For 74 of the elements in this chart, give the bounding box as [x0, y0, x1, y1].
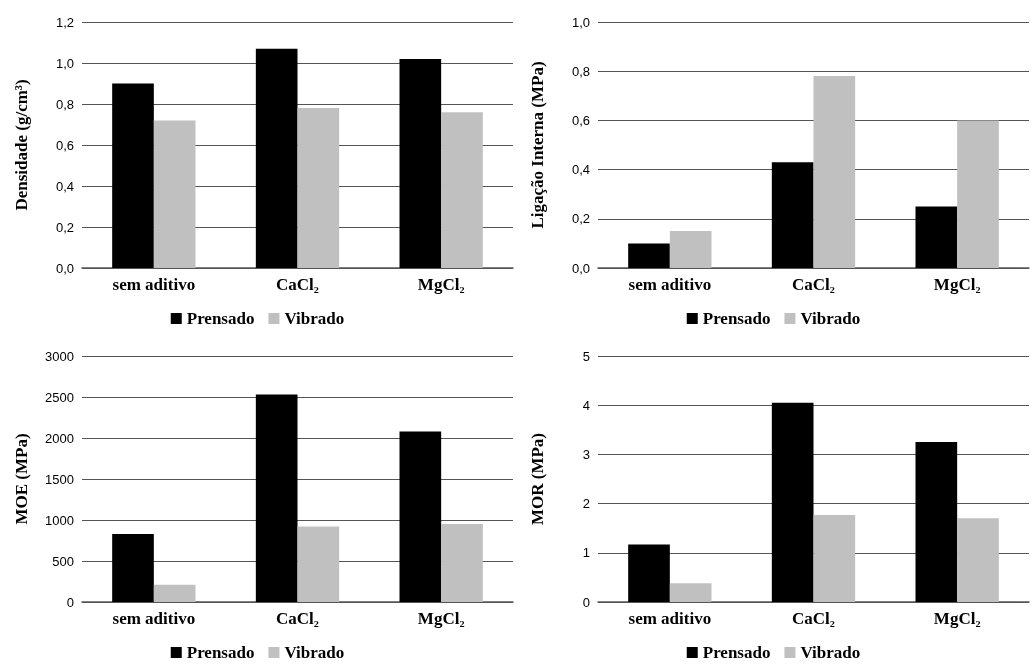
x-tick-label: CaCl₂ — [792, 609, 835, 628]
bar — [297, 526, 340, 602]
x-tick-label: sem aditivo — [112, 275, 196, 294]
y-tick-label: 0,8 — [571, 63, 590, 79]
bar — [669, 231, 712, 268]
bar — [153, 120, 196, 268]
y-axis-title: Ligação Interna (MPa) — [528, 61, 547, 229]
x-tick-label: sem aditivo — [628, 275, 712, 294]
bar — [628, 243, 670, 268]
y-tick-label: 1,0 — [55, 55, 74, 71]
legend-label: Vibrado — [284, 309, 345, 328]
bar — [628, 544, 670, 602]
y-tick-label: 3000 — [45, 348, 74, 364]
x-tick-label: CaCl₂ — [276, 609, 319, 628]
y-tick-label: 5 — [582, 348, 590, 364]
y-tick-label: 0,0 — [55, 260, 74, 276]
y-tick-label: 4 — [582, 397, 590, 413]
x-tick-label: CaCl₂ — [276, 275, 319, 294]
y-tick-label: 1,2 — [55, 14, 74, 30]
bar — [441, 112, 483, 268]
bar — [255, 48, 298, 268]
x-tick-label: MgCl₂ — [933, 609, 981, 628]
y-tick-label: 0,4 — [571, 162, 590, 178]
bar — [669, 583, 712, 602]
bar — [153, 584, 196, 602]
bar — [957, 120, 999, 268]
bar — [957, 518, 999, 602]
legend-label: Vibrado — [284, 643, 345, 662]
bar — [813, 514, 856, 602]
bar — [915, 442, 958, 602]
y-tick-label: 0,0 — [571, 260, 590, 276]
bar — [112, 533, 154, 602]
bar — [297, 108, 340, 268]
bar — [771, 402, 814, 602]
x-tick-label: MgCl₂ — [933, 275, 981, 294]
x-tick-label: MgCl₂ — [417, 275, 465, 294]
bar — [255, 394, 298, 602]
y-tick-label: 0 — [582, 594, 590, 610]
y-tick-label: 3 — [582, 446, 590, 462]
y-tick-label: 2 — [582, 496, 590, 512]
y-tick-label: 0,4 — [55, 178, 74, 194]
bar — [771, 162, 814, 268]
x-tick-label: CaCl₂ — [792, 275, 835, 294]
x-tick-label: sem aditivo — [628, 609, 712, 628]
y-tick-label: 0 — [66, 594, 74, 610]
y-tick-label: 500 — [52, 553, 74, 569]
legend-label: Prensado — [186, 643, 255, 662]
y-tick-label: 2000 — [45, 430, 74, 446]
y-tick-label: 2500 — [45, 389, 74, 405]
bar — [399, 431, 442, 602]
y-axis-title: MOR (MPa) — [528, 432, 547, 526]
legend-label: Prensado — [702, 643, 771, 662]
y-tick-label: 0,6 — [571, 112, 590, 128]
bar — [915, 206, 958, 268]
y-tick-label: 0,6 — [55, 137, 74, 153]
bar — [813, 76, 856, 268]
legend-label: Prensado — [186, 309, 255, 328]
y-axis-title: MOE (MPa) — [12, 433, 31, 525]
bar — [399, 58, 442, 268]
x-tick-label: sem aditivo — [112, 609, 196, 628]
legend-label: Vibrado — [800, 309, 861, 328]
y-tick-label: 1 — [582, 545, 590, 561]
y-tick-label: 0,2 — [571, 211, 590, 227]
legend-label: Vibrado — [800, 643, 861, 662]
y-tick-label: 0,8 — [55, 96, 74, 112]
y-tick-label: 1000 — [45, 512, 74, 528]
y-tick-label: 1,0 — [571, 14, 590, 30]
y-axis-title: Densidade (g/cm³) — [12, 79, 31, 211]
bar — [441, 524, 483, 602]
y-tick-label: 1500 — [45, 471, 74, 487]
legend-label: Prensado — [702, 309, 771, 328]
y-tick-label: 0,2 — [55, 219, 74, 235]
bar — [112, 83, 154, 268]
x-tick-label: MgCl₂ — [417, 609, 465, 628]
